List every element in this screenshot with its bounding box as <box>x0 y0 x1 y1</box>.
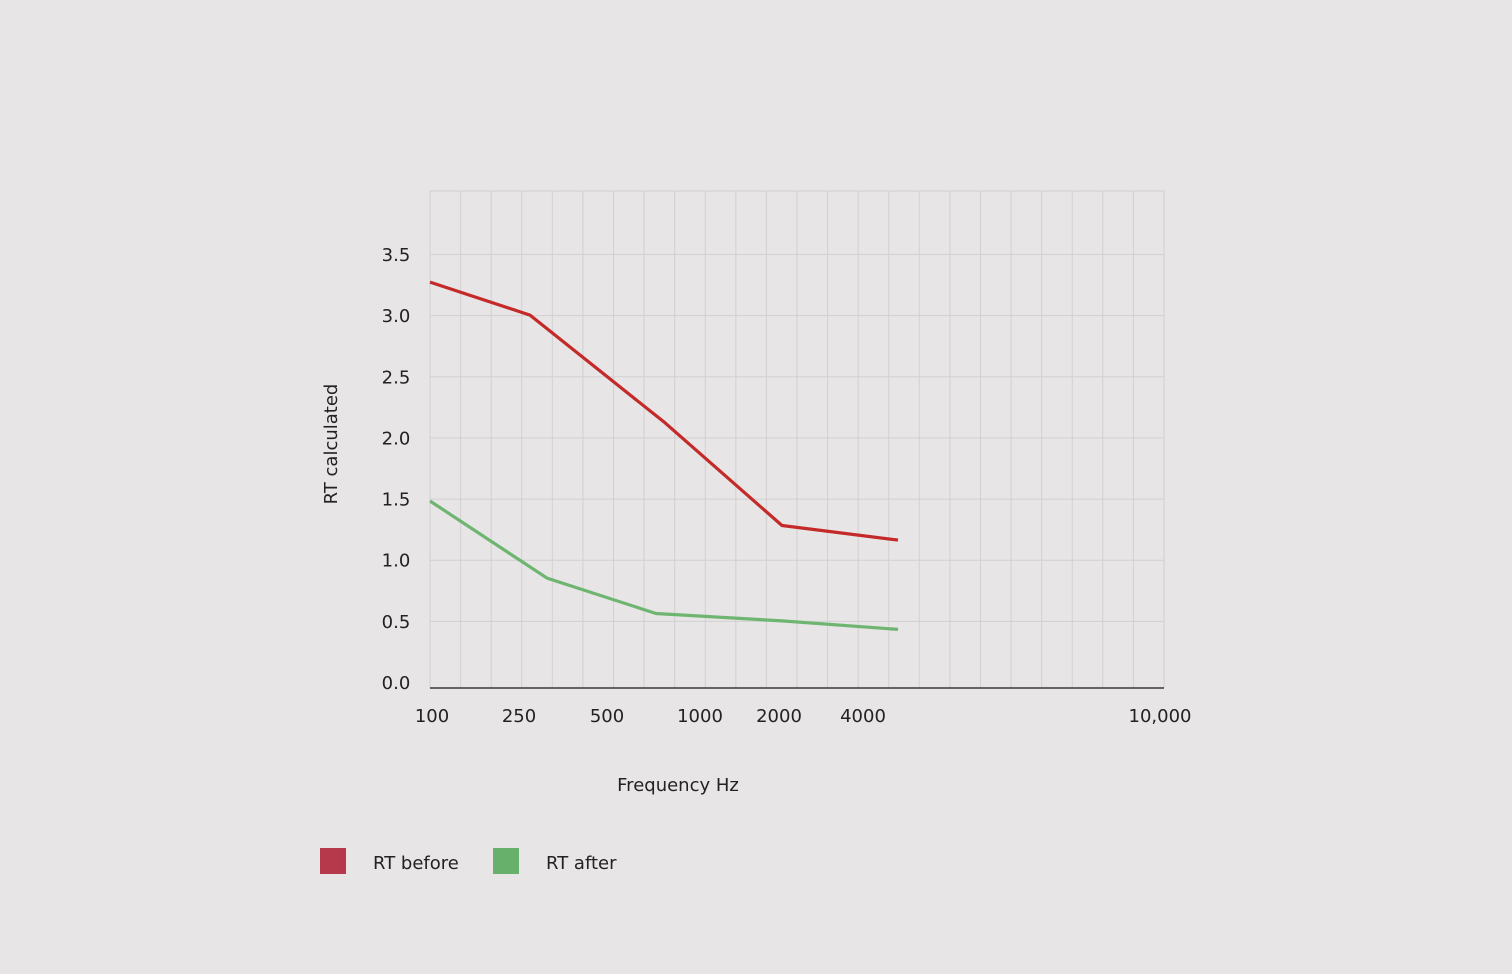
y-tick-labels: 0.0 0.5 1.0 1.5 2.0 2.5 3.0 3.5 <box>382 245 411 694</box>
y-axis-title: RT calculated <box>321 384 342 505</box>
x-tick-label: 4000 <box>840 706 886 727</box>
y-tick-label: 3.0 <box>382 306 411 327</box>
x-axis-title: Frequency Hz <box>617 775 739 796</box>
y-tick-label: 3.5 <box>382 245 411 266</box>
y-tick-label: 0.0 <box>382 673 411 694</box>
legend-swatch <box>493 848 519 874</box>
x-tick-label: 100 <box>415 706 449 727</box>
y-tick-label: 0.5 <box>382 612 411 633</box>
y-tick-label: 2.5 <box>382 367 411 388</box>
x-tick-label: 10,000 <box>1129 706 1192 727</box>
x-tick-label: 2000 <box>756 706 802 727</box>
plot-grid <box>429 190 1165 689</box>
y-tick-label: 2.0 <box>382 428 411 449</box>
y-tick-label: 1.5 <box>382 490 411 511</box>
x-tick-labels: 100 250 500 1000 2000 4000 10,000 <box>415 706 1192 727</box>
legend-label: RT before <box>373 853 459 874</box>
legend-label: RT after <box>546 853 617 874</box>
x-tick-label: 250 <box>502 706 536 727</box>
y-tick-label: 1.0 <box>382 551 411 572</box>
series-lines <box>429 280 899 631</box>
legend-swatch <box>320 848 346 874</box>
x-tick-label: 1000 <box>677 706 723 727</box>
legend: RT before RT after <box>320 848 617 874</box>
x-tick-label: 500 <box>590 706 624 727</box>
